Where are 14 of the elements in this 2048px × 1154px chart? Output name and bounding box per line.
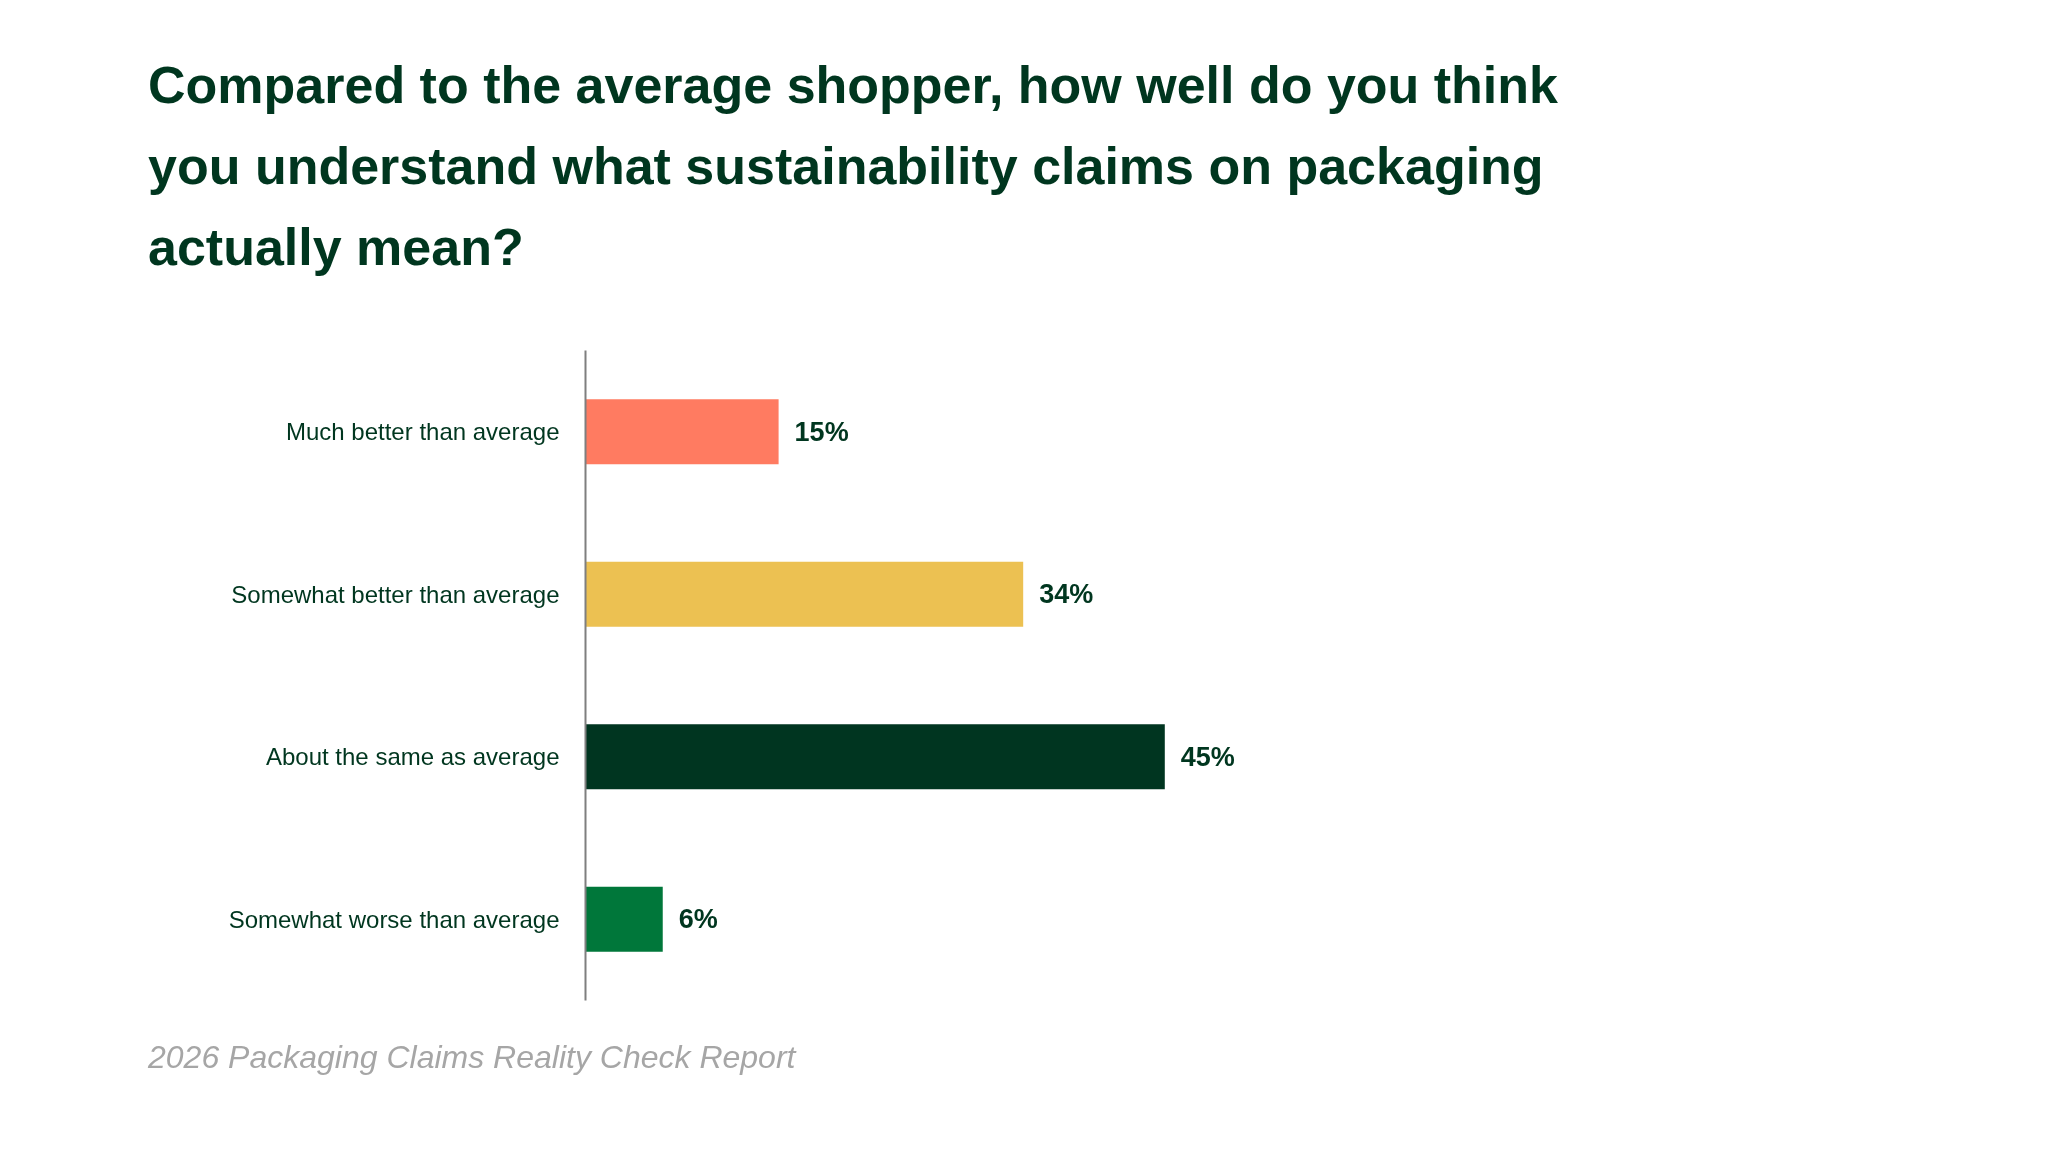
bar <box>585 399 779 465</box>
data-label: 6% <box>678 904 718 935</box>
y-tick-label: Somewhat worse than average <box>228 905 560 933</box>
y-tick-label: Much better than average <box>286 418 560 446</box>
bar <box>585 724 1165 790</box>
data-label: 34% <box>1039 579 1094 610</box>
text: 2026 Packaging Claims Reality Check Report <box>148 1038 796 1077</box>
bar <box>585 886 663 952</box>
y-tick-label: Somewhat better than average <box>231 580 560 608</box>
data-label: 15% <box>794 416 849 447</box>
bar <box>585 561 1024 627</box>
y-tick-label: About the same as average <box>265 743 560 771</box>
chart-title: Compared to the average shopper, how well do you think you understand what sustainability claims on packaging actually mean? <box>148 55 1558 278</box>
data-label: 45% <box>1180 741 1235 772</box>
